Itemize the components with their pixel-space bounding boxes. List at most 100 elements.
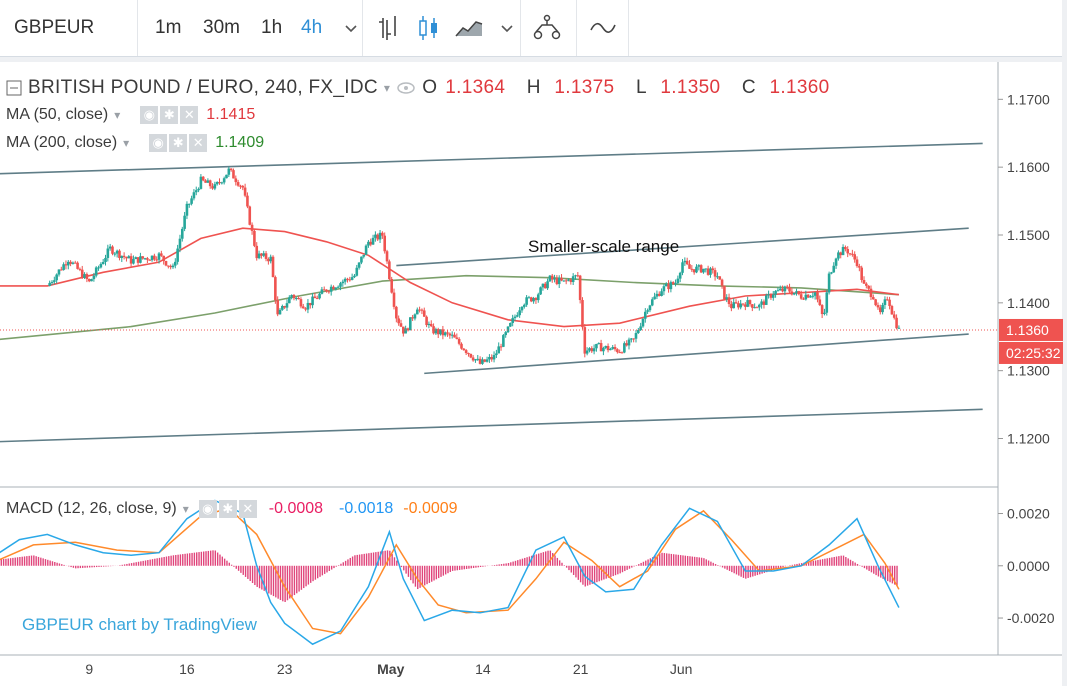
candle-up[interactable]: [180, 228, 184, 239]
candle-up[interactable]: [832, 265, 836, 273]
candle-up[interactable]: [157, 253, 161, 260]
candle-down[interactable]: [425, 316, 428, 326]
candle-down[interactable]: [118, 250, 121, 259]
candle-up[interactable]: [341, 281, 345, 284]
candle-up[interactable]: [492, 355, 496, 360]
candle-up[interactable]: [825, 292, 829, 313]
candle-down[interactable]: [346, 278, 349, 280]
timeframe-30m-button[interactable]: 30m: [203, 17, 240, 38]
candle-up[interactable]: [655, 293, 659, 297]
candle-up[interactable]: [294, 297, 298, 299]
candle-down[interactable]: [250, 224, 254, 231]
candle-up[interactable]: [662, 286, 666, 292]
candle-down[interactable]: [69, 261, 72, 264]
candle-down[interactable]: [720, 279, 724, 286]
candle-down[interactable]: [283, 306, 286, 308]
candle-down[interactable]: [255, 245, 259, 259]
candle-down[interactable]: [471, 357, 475, 361]
candle-down[interactable]: [858, 266, 861, 268]
candle-up[interactable]: [511, 318, 514, 324]
candle-down[interactable]: [872, 297, 875, 300]
candle-up[interactable]: [329, 286, 333, 292]
candle-up[interactable]: [716, 276, 719, 278]
eye-icon[interactable]: ◉: [140, 106, 159, 124]
candle-up[interactable]: [495, 353, 498, 356]
candle-down[interactable]: [862, 280, 866, 284]
candle-down[interactable]: [590, 348, 594, 352]
candle-down[interactable]: [274, 277, 277, 301]
candle-up[interactable]: [127, 256, 131, 259]
candle-down[interactable]: [620, 352, 624, 354]
candle-up[interactable]: [623, 343, 626, 353]
candle-up[interactable]: [643, 311, 647, 319]
candle-up[interactable]: [357, 262, 361, 268]
candle-down[interactable]: [453, 334, 456, 338]
candle-up[interactable]: [199, 176, 203, 189]
candle-up[interactable]: [97, 267, 100, 269]
candle-down[interactable]: [657, 293, 661, 296]
candle-up[interactable]: [227, 168, 231, 175]
trendline[interactable]: [424, 333, 969, 375]
candle-up[interactable]: [804, 294, 808, 300]
candle-down[interactable]: [76, 262, 79, 269]
candle-up[interactable]: [83, 274, 86, 278]
symbol-search-button[interactable]: GBPEUR: [0, 0, 138, 56]
candle-down[interactable]: [706, 268, 710, 275]
candle-up[interactable]: [597, 343, 601, 345]
candle-up[interactable]: [536, 294, 540, 301]
candle-down[interactable]: [560, 277, 563, 281]
candle-up[interactable]: [353, 275, 356, 278]
candle-down[interactable]: [325, 289, 328, 292]
candle-up[interactable]: [702, 268, 705, 273]
candle-down[interactable]: [632, 338, 635, 340]
candle-down[interactable]: [455, 337, 459, 339]
candle-down[interactable]: [667, 283, 670, 290]
candle-up[interactable]: [592, 348, 596, 352]
candle-up[interactable]: [378, 232, 382, 240]
candle-up[interactable]: [516, 315, 519, 317]
candle-down[interactable]: [402, 326, 405, 334]
candle-down[interactable]: [411, 317, 414, 319]
candle-down[interactable]: [297, 297, 300, 300]
candle-down[interactable]: [160, 253, 163, 256]
candle-down[interactable]: [381, 232, 384, 236]
candle-up[interactable]: [778, 288, 782, 291]
candle-down[interactable]: [490, 357, 494, 360]
candle-up[interactable]: [120, 255, 124, 259]
candle-down[interactable]: [315, 298, 319, 300]
candle-up[interactable]: [548, 275, 552, 282]
candle-down[interactable]: [741, 303, 745, 305]
chart-type-dropdown-chevron-icon[interactable]: [490, 12, 524, 44]
candle-up[interactable]: [881, 305, 884, 313]
candle-up[interactable]: [669, 282, 673, 290]
candle-down[interactable]: [85, 274, 89, 280]
candle-down[interactable]: [241, 185, 245, 188]
candle-down[interactable]: [762, 301, 766, 305]
candle-up[interactable]: [704, 268, 708, 270]
candle-up[interactable]: [290, 294, 293, 298]
macd-line[interactable]: [0, 499, 900, 646]
candle-up[interactable]: [760, 301, 763, 305]
candle-down[interactable]: [267, 258, 270, 262]
candle-down[interactable]: [388, 261, 391, 280]
candle-down[interactable]: [616, 349, 619, 353]
candle-up[interactable]: [609, 348, 612, 351]
candle-up[interactable]: [630, 338, 633, 340]
candle-down[interactable]: [550, 275, 554, 280]
candle-up[interactable]: [62, 264, 65, 270]
candle-down[interactable]: [690, 268, 694, 270]
settings-gear-icon[interactable]: ✱: [169, 134, 188, 152]
candle-up[interactable]: [371, 237, 375, 245]
candle-down[interactable]: [888, 299, 891, 307]
candle-up[interactable]: [262, 253, 266, 256]
ma50-label[interactable]: MA (50, close): [6, 106, 109, 123]
candle-down[interactable]: [867, 285, 870, 289]
candle-up[interactable]: [101, 262, 105, 265]
candle-up[interactable]: [725, 297, 729, 300]
candle-up[interactable]: [883, 299, 887, 306]
compare-symbol-icon[interactable]: [530, 12, 564, 44]
candle-down[interactable]: [848, 253, 852, 255]
candle-up[interactable]: [99, 264, 103, 268]
candle-down[interactable]: [136, 257, 140, 263]
candle-up[interactable]: [697, 265, 701, 267]
